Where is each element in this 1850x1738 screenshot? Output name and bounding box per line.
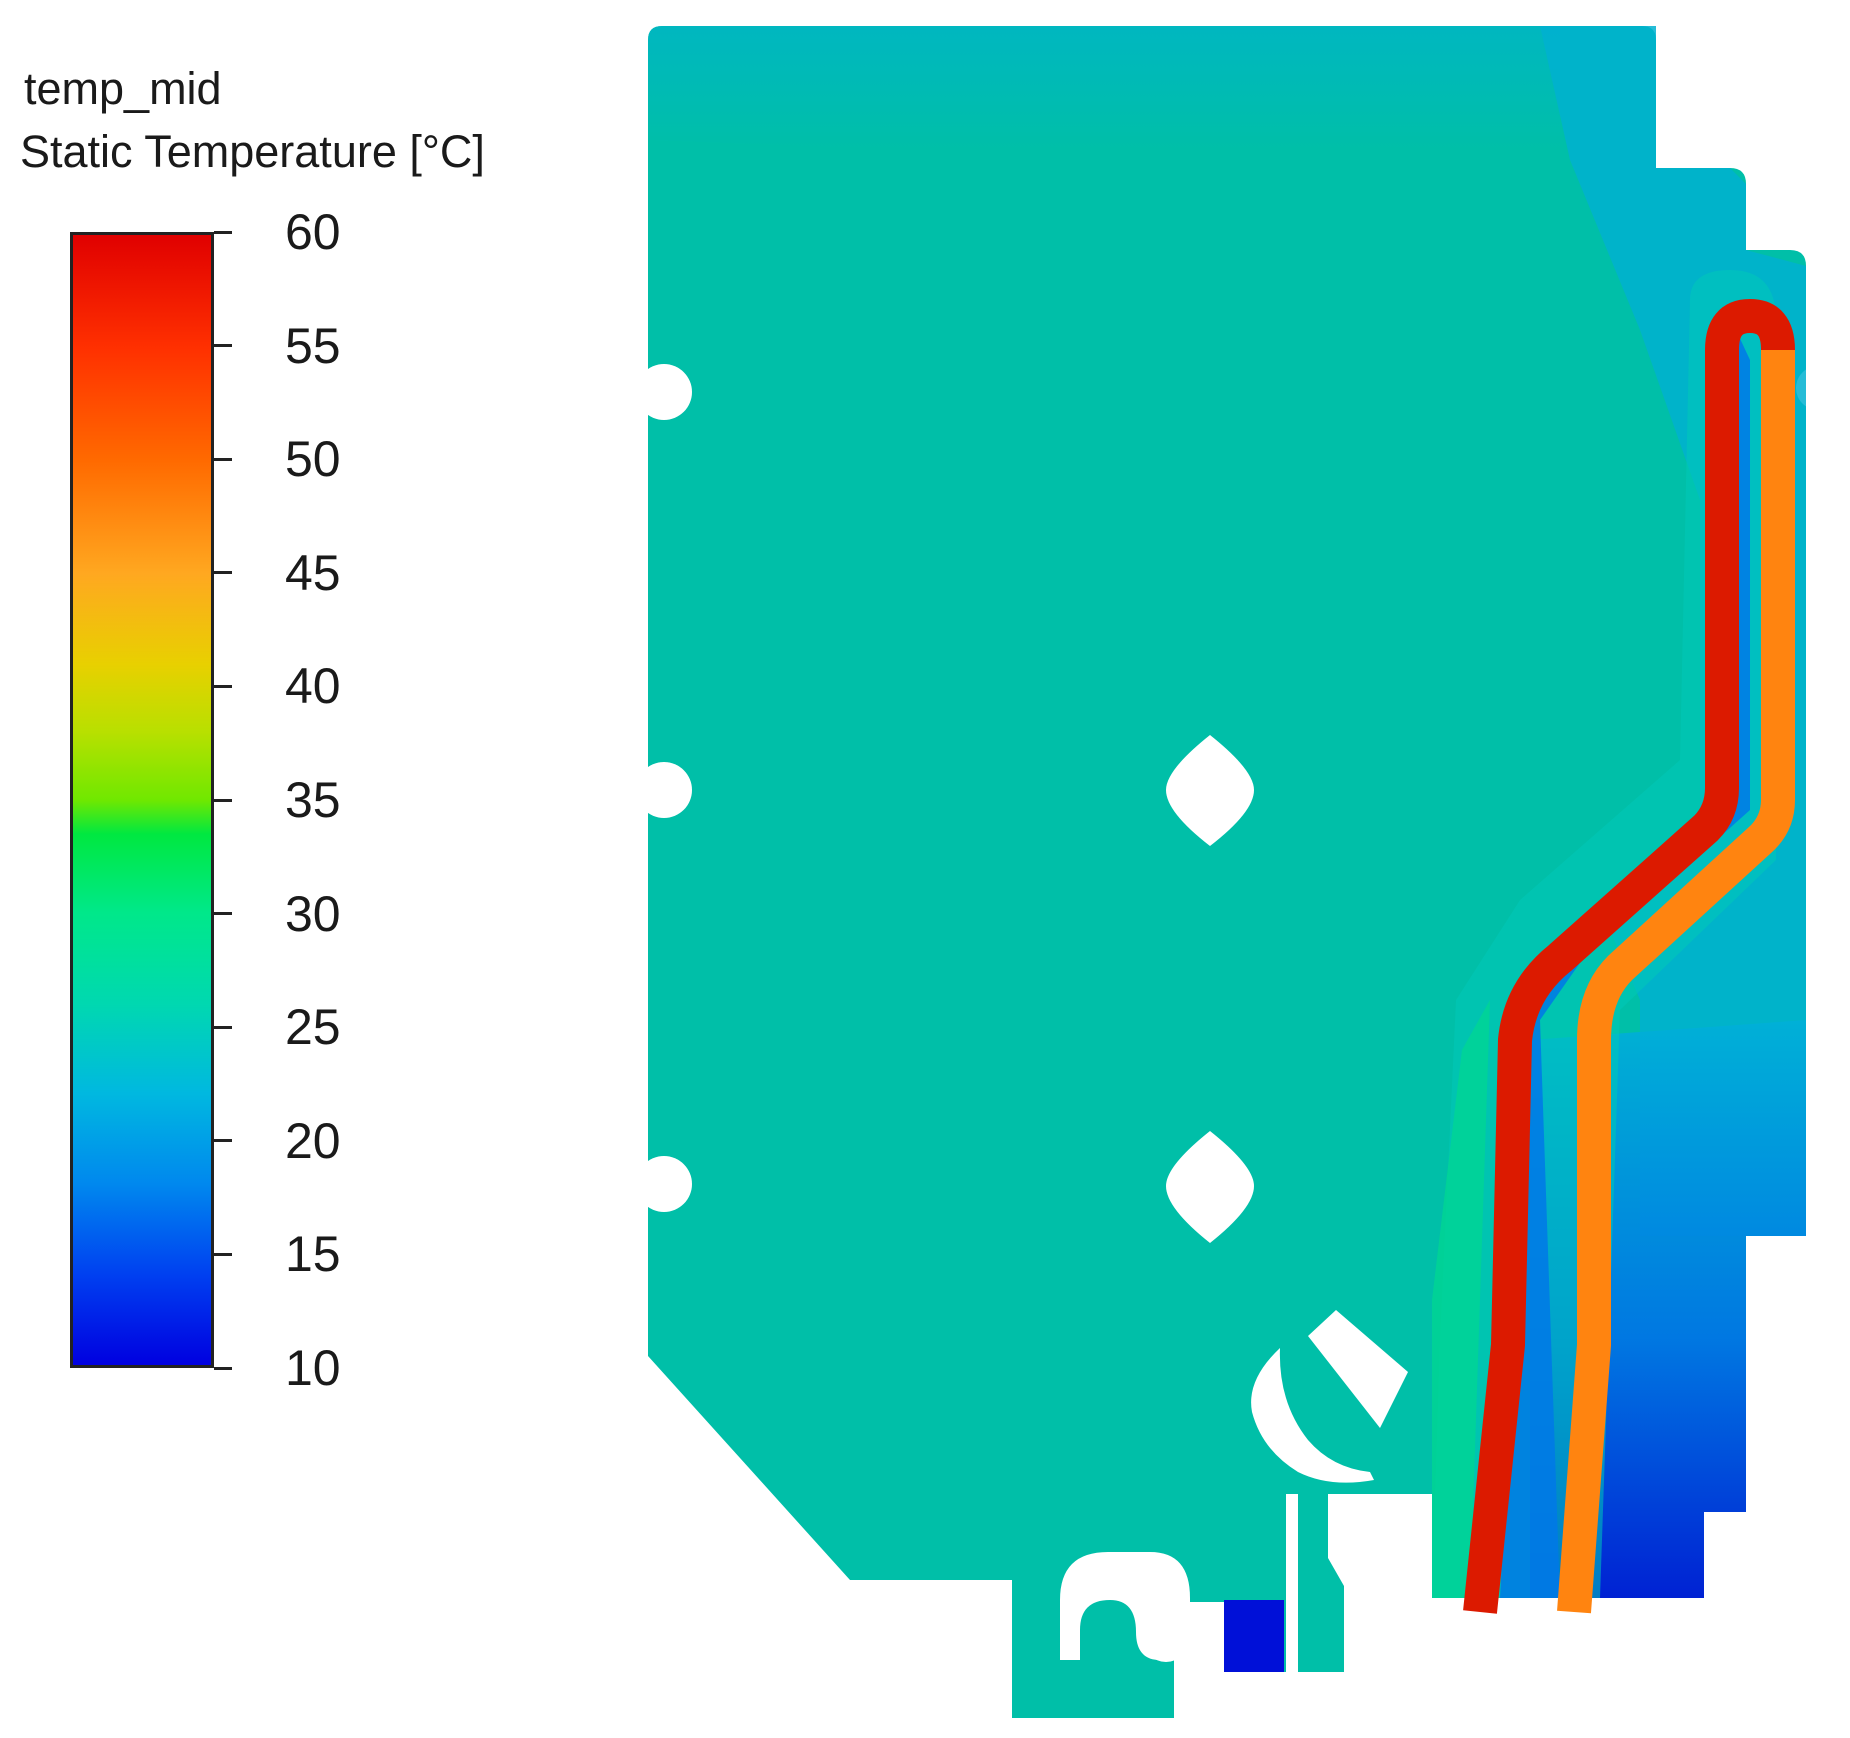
curved-cutout xyxy=(1251,1348,1374,1483)
colorbar-tick xyxy=(214,1139,232,1143)
legend-subtitle: Static Temperature [°C] xyxy=(20,126,485,177)
warm-pipe xyxy=(1557,350,1795,1614)
cold-inlet-block xyxy=(1224,1600,1284,1672)
top-cool-band xyxy=(648,26,1560,150)
hot-pipe xyxy=(1463,299,1795,1614)
colorbar-tick xyxy=(214,912,232,916)
colorbar-tick-label: 40 xyxy=(285,658,341,715)
colorbar-tick xyxy=(214,344,232,348)
colorbar-tick-label: 35 xyxy=(285,772,341,828)
hook-cutout-end xyxy=(1144,1618,1188,1662)
left-notch-middle xyxy=(636,762,692,818)
right-notch xyxy=(1796,366,1840,410)
colorbar-tick-label: 55 xyxy=(285,317,341,374)
slot-cutout xyxy=(1308,1310,1408,1428)
colorbar-tick-label: 30 xyxy=(285,885,341,942)
pipe-green-halo xyxy=(1432,1000,1490,1598)
colorbar-tick xyxy=(214,684,232,688)
colorbar-tick xyxy=(214,457,232,461)
legend-title: temp_mid xyxy=(24,63,222,114)
colorbar-tick-label: 50 xyxy=(285,431,341,488)
colorbar-tick xyxy=(214,230,232,234)
colorbar-tick-label: 20 xyxy=(285,1112,341,1169)
colorbar-tick-label: 45 xyxy=(285,544,341,601)
left-notch-top xyxy=(636,364,692,420)
center-hole-lower xyxy=(1166,1131,1254,1243)
colorbar-tick-label: 60 xyxy=(285,204,341,260)
colorbar xyxy=(70,232,214,1368)
colorbar-tick-label: 15 xyxy=(285,1226,341,1283)
center-hole-upper xyxy=(1166,735,1254,846)
colorbar-tick xyxy=(214,1252,232,1256)
left-notch-bottom xyxy=(636,1156,692,1212)
colorbar-tick xyxy=(214,1366,232,1370)
colorbar-tick xyxy=(214,1025,232,1029)
colorbar-tick-label: 10 xyxy=(285,1340,341,1396)
colorbar-tick xyxy=(214,571,232,575)
colorbar-tick xyxy=(214,798,232,802)
colorbar-tick-label: 25 xyxy=(285,999,341,1056)
temperature-legend: temp_mid Static Temperature [°C] 60 55 50 4… xyxy=(0,0,620,1420)
